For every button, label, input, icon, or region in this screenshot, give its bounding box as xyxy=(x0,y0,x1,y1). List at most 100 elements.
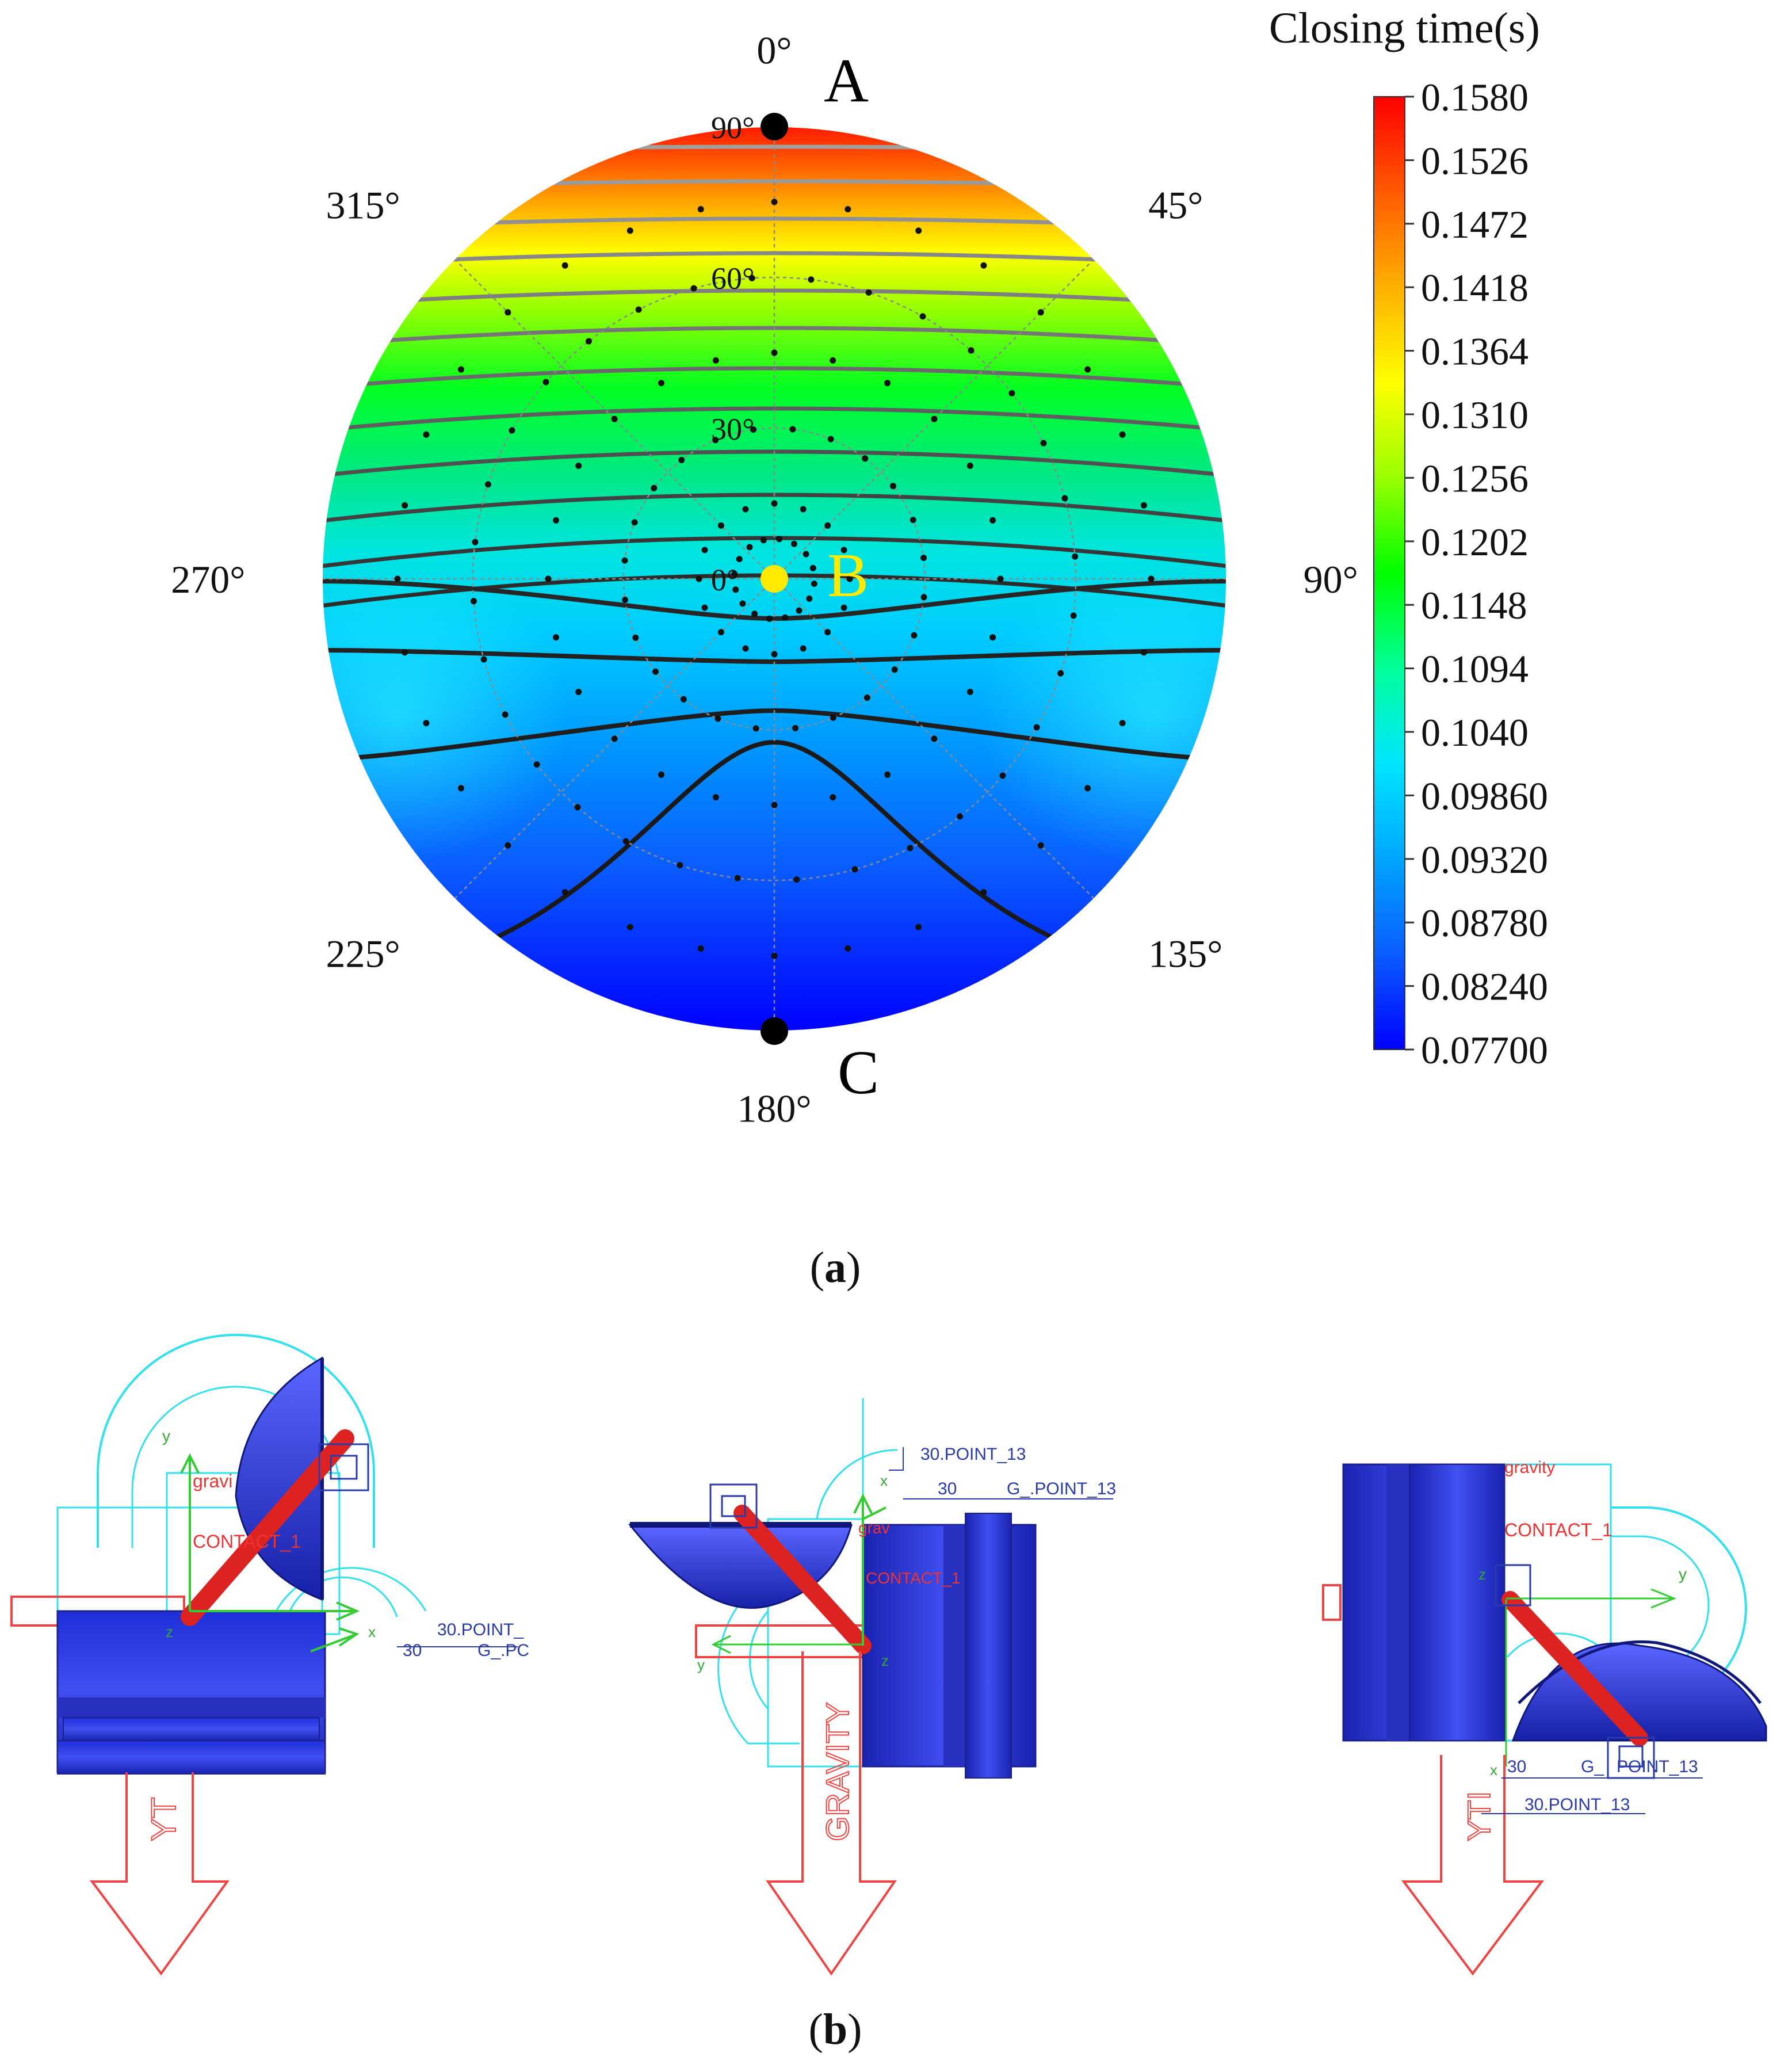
sample-point xyxy=(1033,724,1040,731)
point-c-label: C xyxy=(838,1039,879,1107)
view-3-text-2: y xyxy=(1679,1565,1687,1583)
sample-point xyxy=(651,484,658,491)
sample-point xyxy=(793,876,800,883)
sample-point xyxy=(635,306,642,313)
sample-point xyxy=(808,276,815,283)
sample-point xyxy=(746,544,753,551)
sample-point xyxy=(771,651,778,658)
view-1: y gravi CONTACT_1 z x 30.POINT_ 30 G_.PC… xyxy=(10,1334,529,1976)
sample-point xyxy=(680,696,687,703)
grid-ring-30 xyxy=(622,427,926,731)
sample-point xyxy=(997,575,1004,582)
view-3-text-8: 30.POINT_13 xyxy=(1524,1795,1630,1814)
sample-point xyxy=(919,313,926,320)
sample-point xyxy=(457,785,464,792)
view-3-text-0: gravity xyxy=(1504,1458,1555,1477)
sample-point xyxy=(470,598,477,605)
view-3-text-5: G_ xyxy=(1581,1757,1604,1776)
sample-point xyxy=(845,206,851,213)
colorbar-tick-label: 0.1310 xyxy=(1421,393,1529,437)
sample-points xyxy=(394,199,1155,959)
colorbar-tick-label: 0.1472 xyxy=(1421,203,1529,246)
sample-point xyxy=(824,629,831,636)
sample-point xyxy=(533,761,540,768)
sample-point xyxy=(830,357,836,364)
sample-point xyxy=(697,206,704,213)
view-2-text-5: CONTACT_1 xyxy=(866,1569,960,1587)
radial-labels: 90° 60° 30° 0° xyxy=(711,110,755,597)
sample-point xyxy=(750,426,756,433)
sample-point xyxy=(1148,575,1155,582)
colorbar-tick-label: 0.1418 xyxy=(1421,266,1529,310)
colorbar-gradient xyxy=(1373,96,1405,1050)
sample-point xyxy=(771,199,778,205)
sample-point xyxy=(484,481,491,488)
sample-point xyxy=(884,380,891,387)
colorbar-tick-label: 0.1040 xyxy=(1421,711,1529,754)
azimuth-label: 90° xyxy=(1304,558,1358,601)
sample-point xyxy=(851,866,858,873)
sample-point xyxy=(748,274,755,281)
colorbar-tick-label: 0.08780 xyxy=(1421,901,1548,945)
sample-point xyxy=(1140,502,1147,509)
radial-label: 90° xyxy=(711,110,755,145)
azimuth-label: 180° xyxy=(737,1087,811,1131)
sample-point xyxy=(678,457,685,463)
sample-point xyxy=(402,649,408,656)
sample-point xyxy=(920,594,927,601)
sample-point xyxy=(846,575,853,582)
sample-point xyxy=(845,945,851,952)
view-1-text-0: y xyxy=(162,1427,170,1445)
view-2-text-3: G_.POINT_13 xyxy=(1007,1479,1116,1498)
sample-point xyxy=(1061,495,1068,502)
sample-point xyxy=(920,555,927,561)
sample-point xyxy=(472,539,479,545)
azimuth-label: 270° xyxy=(171,558,245,601)
sample-point xyxy=(766,615,773,622)
sample-point xyxy=(790,540,797,547)
colorbar-tick-label: 0.08240 xyxy=(1421,965,1548,1009)
sample-point xyxy=(907,845,914,852)
sample-point xyxy=(690,285,697,292)
sample-point xyxy=(423,431,430,438)
view-2-text-0: 30.POINT_13 xyxy=(920,1445,1026,1464)
sample-point xyxy=(782,614,789,621)
sample-point xyxy=(658,771,664,778)
view-1-text-2: CONTACT_1 xyxy=(193,1531,301,1552)
sample-point xyxy=(1084,366,1091,373)
sample-point xyxy=(1040,440,1047,447)
point-a-marker xyxy=(761,113,788,140)
contour-line xyxy=(322,288,1226,308)
point-b-label: B xyxy=(827,541,869,610)
view-3-text-9: YTI xyxy=(1461,1791,1497,1841)
view-2-text-6: y xyxy=(697,1656,705,1673)
colorbar-tick-label: 0.1148 xyxy=(1421,583,1527,627)
view-2-text-7: z xyxy=(881,1652,889,1669)
sample-point xyxy=(862,455,869,462)
sample-point xyxy=(1119,720,1126,727)
sample-point xyxy=(457,366,464,373)
view-1-text-3: z xyxy=(166,1623,173,1640)
sample-point xyxy=(800,506,807,513)
view-2-text-8: GRAVITY xyxy=(819,1702,855,1841)
polar-grid xyxy=(322,127,1226,1031)
sample-point xyxy=(552,517,559,524)
sample-point xyxy=(803,551,809,558)
sample-point xyxy=(732,586,739,593)
sample-point xyxy=(677,862,683,869)
sample-point xyxy=(712,357,719,364)
sample-point xyxy=(717,522,724,529)
sample-point xyxy=(622,838,629,845)
polar-closing-time-map: 90° 60° 30° 0° 0° 45° 90° 135° 180° 225° 270° 315°… xyxy=(171,4,1548,1292)
sample-point xyxy=(863,695,870,701)
simulation-views: y gravi CONTACT_1 z x 30.POINT_ 30 G_.PC… xyxy=(10,1334,1767,2054)
view-1-text-8: YT xyxy=(144,1797,183,1841)
sample-point xyxy=(789,426,796,433)
sample-point xyxy=(652,668,659,675)
view-1-text-6: 30 xyxy=(403,1641,422,1660)
sample-point xyxy=(552,634,559,641)
sample-point xyxy=(632,634,639,641)
sample-point xyxy=(771,500,778,507)
sample-point xyxy=(830,714,836,721)
